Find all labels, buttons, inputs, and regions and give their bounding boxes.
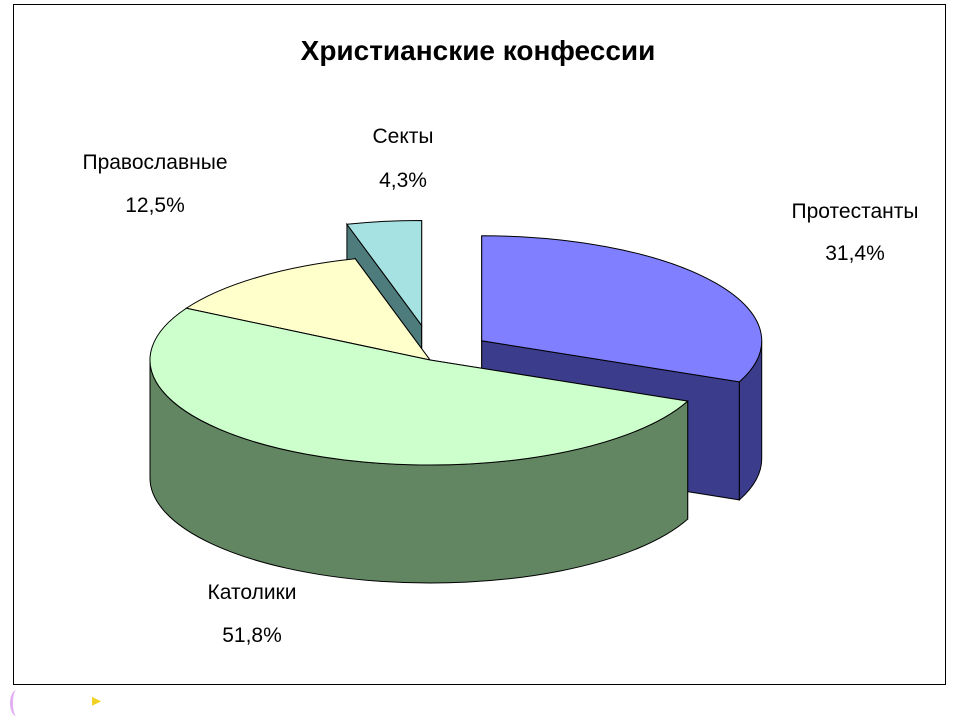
chart-title: Христианские конфессии [301,35,656,66]
slice-value-sects: 4,3% [379,169,427,192]
slice-label-orthodox: Православные [82,151,227,174]
slice-value-orthodox: 12,5% [125,194,185,217]
pie-slice-3-top [345,219,423,327]
pie-slice-0-top [481,235,763,383]
pie-layer [149,219,763,584]
slice-label-catholics: Католики [208,581,297,604]
slice-label-protestants: Протестанты [792,200,919,223]
slice-label-sects: Секты [373,125,434,148]
sparkle-decoration: ▸ [92,690,102,710]
slice-value-catholics: 51,8% [222,624,282,647]
corner-decoration [10,690,23,716]
pie-slice-2-top [185,258,432,361]
slice-value-protestants: 31,4% [825,242,885,265]
pie-slice-1-top [149,307,689,466]
